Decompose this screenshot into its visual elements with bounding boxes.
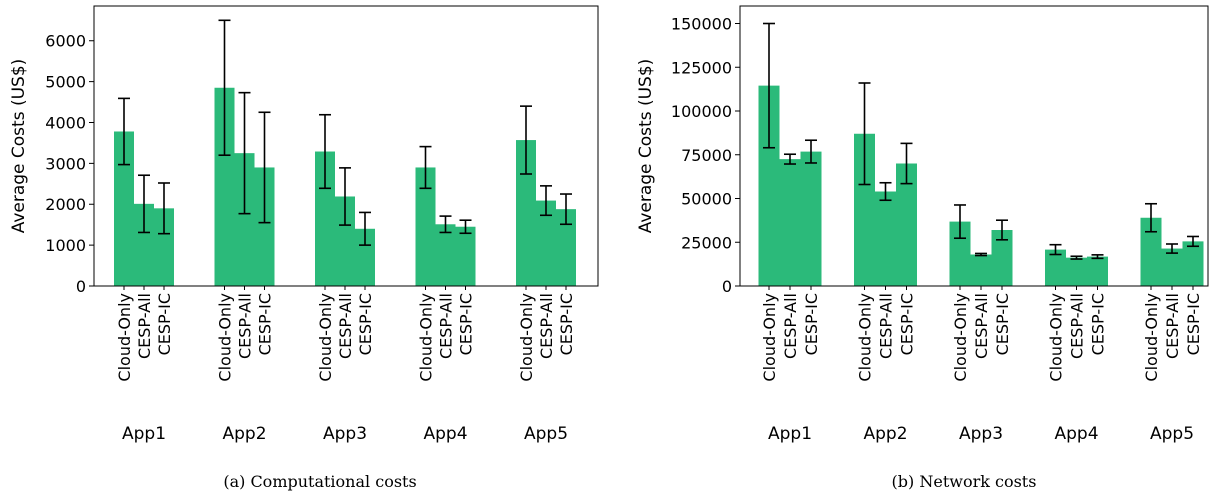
x-tick-label: Cloud-Only (417, 293, 436, 382)
y-tick-label: 25000 (681, 233, 732, 252)
x-tick-label: Cloud-Only (1142, 293, 1161, 382)
bar (1182, 241, 1204, 286)
bar (1066, 257, 1087, 286)
x-tick-label: CESP-IC (1089, 293, 1108, 355)
group-label: App5 (1150, 424, 1194, 444)
x-tick-label: CESP-All (972, 293, 991, 359)
plot-frame (93, 5, 599, 287)
x-tick-label: CESP-IC (256, 293, 275, 355)
bar (214, 87, 235, 286)
bar (234, 153, 255, 286)
bar (854, 133, 875, 286)
y-tick-label: 150000 (671, 15, 732, 34)
x-tick-label: Cloud-Only (517, 293, 536, 382)
bar (536, 200, 556, 286)
y-tick-label: 2000 (45, 195, 86, 214)
y-tick-label: 1000 (45, 236, 86, 255)
x-tick-label: CESP-IC (802, 293, 821, 355)
y-tick-label: 5000 (45, 73, 86, 92)
bar (435, 224, 456, 286)
y-tick-label: 0 (76, 277, 86, 296)
y-tick-label: 125000 (671, 58, 732, 77)
x-tick-label: Cloud-Only (1047, 293, 1066, 382)
x-tick-label: Cloud-Only (316, 293, 335, 382)
figure-caption: (b) Network costs (892, 472, 1037, 491)
y-tick-label: 6000 (45, 32, 86, 51)
y-tick-label: 4000 (45, 113, 86, 132)
group-label: App1 (768, 424, 812, 444)
x-tick-label: CESP-IC (356, 293, 375, 355)
y-tick-label: 0 (722, 277, 732, 296)
x-tick-label: CESP-IC (155, 293, 174, 355)
bar (254, 167, 275, 286)
bar (1087, 256, 1108, 286)
x-tick-label: CESP-All (135, 293, 154, 359)
group-label: App2 (863, 424, 907, 444)
bar (355, 228, 375, 286)
x-tick-label: Cloud-Only (951, 293, 970, 382)
bar (455, 226, 476, 286)
x-tick-label: CESP-All (537, 293, 556, 359)
group-label: App4 (423, 424, 467, 444)
x-tick-label: CESP-All (336, 293, 355, 359)
bar (516, 140, 536, 286)
y-tick-label: 50000 (681, 190, 732, 209)
x-tick-label: CESP-All (1163, 293, 1182, 359)
bar (1045, 249, 1066, 286)
bar (1161, 248, 1183, 286)
bar (315, 151, 335, 286)
bar (415, 167, 436, 286)
x-tick-label: CESP-IC (1184, 293, 1203, 355)
x-tick-label: CESP-All (1068, 293, 1087, 359)
x-tick-label: Cloud-Only (760, 293, 779, 382)
group-label: App3 (323, 424, 367, 444)
figure-caption: (a) Computational costs (223, 472, 416, 491)
group-label: App4 (1054, 424, 1098, 444)
bar (800, 151, 822, 286)
group-label: App3 (959, 424, 1003, 444)
bar (1140, 217, 1162, 286)
bar (556, 209, 576, 286)
bar (114, 131, 134, 286)
bar (335, 196, 355, 286)
bar (970, 254, 992, 286)
x-tick-label: CESP-All (781, 293, 800, 359)
x-tick-label: CESP-IC (557, 293, 576, 355)
y-axis-label: Average Costs (US$) (9, 59, 29, 234)
y-tick-label: 75000 (681, 146, 732, 165)
y-axis-label: Average Costs (US$) (636, 59, 656, 234)
x-tick-label: CESP-IC (993, 293, 1012, 355)
group-label: App1 (122, 424, 166, 444)
bar (154, 208, 174, 286)
plot-frame (739, 5, 1209, 287)
x-tick-label: CESP-IC (457, 293, 476, 355)
bar (779, 159, 801, 286)
group-label: App2 (222, 424, 266, 444)
x-tick-label: CESP-All (877, 293, 896, 359)
y-tick-label: 3000 (45, 154, 86, 173)
bar (134, 203, 154, 286)
x-tick-label: Cloud-Only (115, 293, 134, 382)
x-tick-label: Cloud-Only (216, 293, 235, 382)
bar (758, 85, 780, 286)
bar (991, 230, 1013, 286)
x-tick-label: CESP-All (437, 293, 456, 359)
group-label: App5 (524, 424, 568, 444)
bar (896, 163, 917, 286)
bar (875, 191, 896, 286)
x-tick-label: Cloud-Only (856, 293, 875, 382)
x-tick-label: CESP-All (236, 293, 255, 359)
y-tick-label: 100000 (671, 102, 732, 121)
x-tick-label: CESP-IC (898, 293, 917, 355)
